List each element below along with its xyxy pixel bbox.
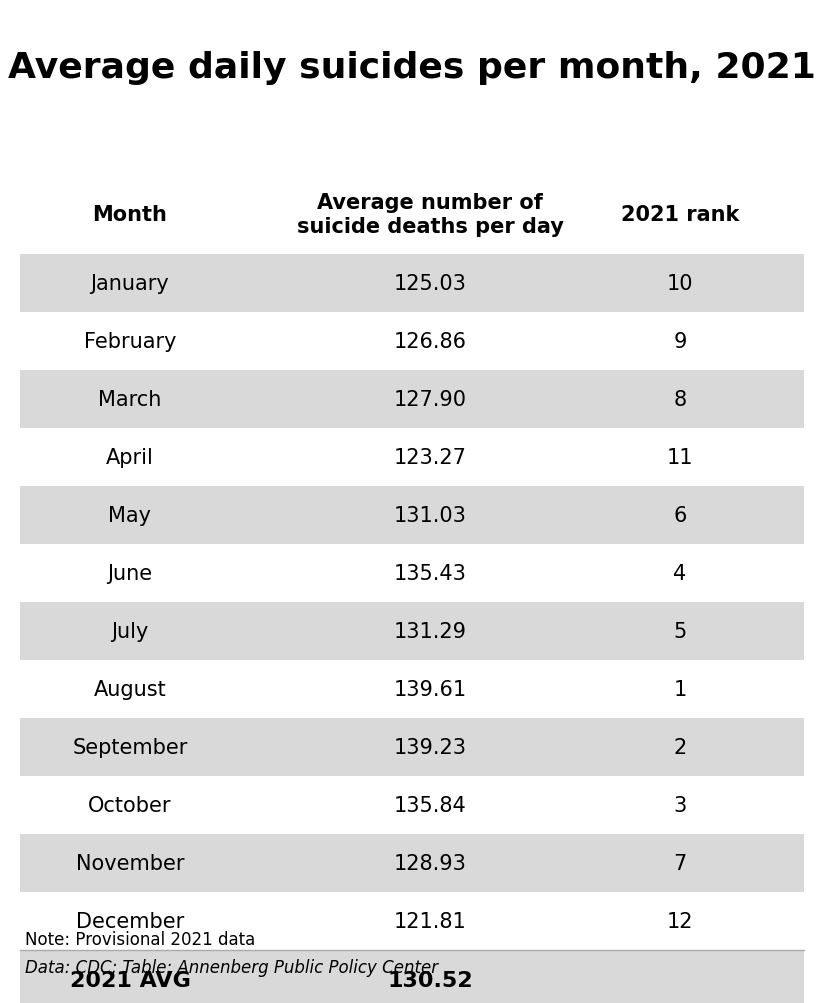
Bar [20, 603, 804, 660]
Bar [20, 718, 804, 776]
Text: 6: 6 [673, 506, 686, 526]
Text: 7: 7 [673, 854, 686, 874]
Bar [20, 950, 804, 1003]
Bar [20, 660, 804, 718]
Text: 135.43: 135.43 [394, 564, 466, 584]
Bar [20, 834, 804, 892]
Text: 125.03: 125.03 [394, 274, 466, 294]
Bar [20, 428, 804, 486]
Text: February: February [84, 332, 176, 352]
Text: April: April [106, 447, 154, 467]
Text: 1: 1 [673, 679, 686, 699]
Text: Average daily suicides per month, 2021: Average daily suicides per month, 2021 [8, 51, 816, 85]
Text: July: July [111, 622, 148, 641]
Text: 2: 2 [673, 737, 686, 757]
Text: 127.90: 127.90 [394, 389, 466, 409]
Text: 123.27: 123.27 [394, 447, 466, 467]
Text: November: November [76, 854, 185, 874]
Text: Data: CDC; Table: Annenberg Public Policy Center: Data: CDC; Table: Annenberg Public Polic… [25, 958, 438, 976]
Text: December: December [76, 911, 184, 931]
Text: 139.23: 139.23 [394, 737, 466, 757]
Text: 4: 4 [673, 564, 686, 584]
Text: 130.52: 130.52 [387, 970, 473, 990]
Text: 3: 3 [673, 795, 686, 815]
Text: August: August [94, 679, 166, 699]
Text: 5: 5 [673, 622, 686, 641]
Bar [20, 892, 804, 950]
Text: 2021 AVG: 2021 AVG [69, 970, 190, 990]
Text: 131.29: 131.29 [394, 622, 466, 641]
Bar [20, 776, 804, 834]
Text: 135.84: 135.84 [394, 795, 466, 815]
Text: May: May [109, 506, 152, 526]
Bar [20, 313, 804, 371]
Text: 10: 10 [667, 274, 693, 294]
Text: Note: Provisional 2021 data: Note: Provisional 2021 data [25, 930, 255, 948]
Bar [20, 255, 804, 313]
Text: 131.03: 131.03 [394, 506, 466, 526]
Text: Month: Month [92, 205, 167, 225]
Text: 121.81: 121.81 [394, 911, 466, 931]
Text: 2021 rank: 2021 rank [620, 205, 739, 225]
Bar [20, 175, 804, 255]
Text: 126.86: 126.86 [394, 332, 466, 352]
Text: October: October [88, 795, 171, 815]
Bar [20, 371, 804, 428]
Bar [20, 545, 804, 603]
Text: Average number of
suicide deaths per day: Average number of suicide deaths per day [297, 193, 564, 237]
Text: 9: 9 [673, 332, 686, 352]
Text: 139.61: 139.61 [393, 679, 466, 699]
Text: 128.93: 128.93 [394, 854, 466, 874]
Text: 11: 11 [667, 447, 693, 467]
Text: March: March [98, 389, 162, 409]
Text: September: September [73, 737, 188, 757]
Text: 8: 8 [673, 389, 686, 409]
Text: January: January [91, 274, 170, 294]
Text: 12: 12 [667, 911, 693, 931]
Bar [20, 486, 804, 545]
Text: June: June [107, 564, 152, 584]
